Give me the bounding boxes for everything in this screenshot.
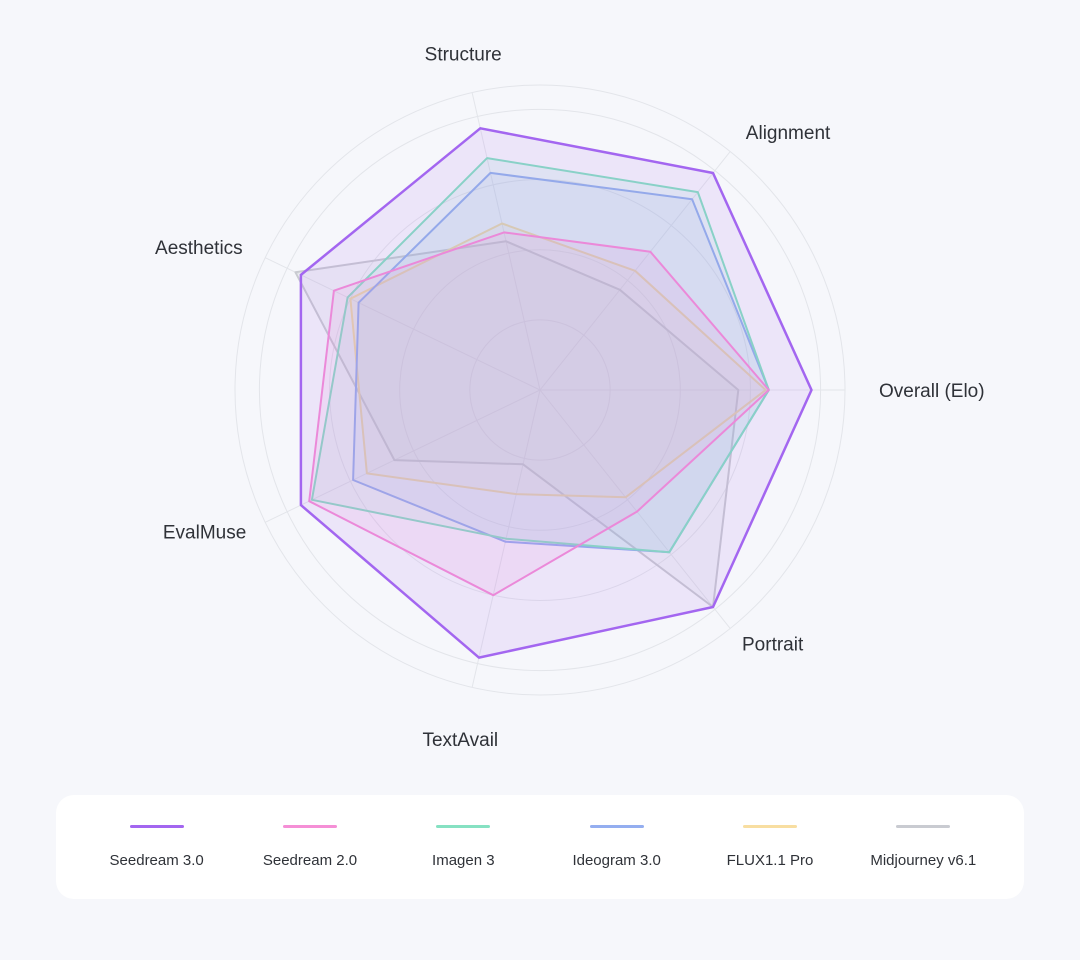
radar-series xyxy=(294,127,813,659)
legend-label: Imagen 3 xyxy=(432,852,495,869)
axis-labels: Overall (Elo) Alignment Structure Aesthetic… xyxy=(155,45,985,751)
spoke-evalmuse xyxy=(264,389,541,523)
legend-swatch xyxy=(129,825,184,828)
legend-label: Ideogram 3.0 xyxy=(572,852,661,869)
legend-item-ideogram-3-0: Ideogram 3.0 xyxy=(542,795,692,869)
legend-label: Midjourney v6.1 xyxy=(870,852,977,869)
series-seedream-3-0 xyxy=(299,127,813,659)
spoke-portrait xyxy=(539,389,731,629)
axis-label-textavail: TextAvail xyxy=(422,730,498,751)
axis-label-portrait: Portrait xyxy=(742,634,804,655)
legend-swatch xyxy=(282,825,337,828)
series-seedream-2-0 xyxy=(308,231,770,597)
legend-item-imagen-3: Imagen 3 xyxy=(388,795,538,869)
axis-label-aesthetics: Aesthetics xyxy=(155,238,243,259)
series-flux1-1-pro xyxy=(349,222,767,499)
legend-item-flux1-1-pro: FLUX1.1 Pro xyxy=(695,795,845,869)
radar-grid xyxy=(234,84,846,696)
series-midjourney-v6-1 xyxy=(294,240,740,608)
legend-label: Seedream 3.0 xyxy=(109,852,204,869)
legend-swatch xyxy=(589,825,644,828)
legend-swatch xyxy=(436,825,491,828)
legend-swatch xyxy=(896,825,951,828)
radar-chart: Overall (Elo) Alignment Structure Aesthetic… xyxy=(155,45,985,751)
axis-label-alignment: Alignment xyxy=(746,123,831,144)
legend-item-seedream-3-0: Seedream 3.0 xyxy=(82,795,232,869)
legend-item-seedream-2-0: Seedream 2.0 xyxy=(235,795,385,869)
axis-label-structure: Structure xyxy=(425,45,502,66)
legend-item-midjourney-v6-1: Midjourney v6.1 xyxy=(848,795,998,869)
legend-swatch xyxy=(742,825,797,828)
spoke-aesthetics xyxy=(264,257,541,391)
legend: Seedream 3.0 Seedream 2.0 Imagen 3 Ideogram… xyxy=(56,795,1024,899)
axis-label-evalmuse: EvalMuse xyxy=(163,522,246,543)
legend-label: FLUX1.1 Pro xyxy=(726,852,814,869)
axis-label-overall-elo: Overall (Elo) xyxy=(879,381,985,402)
legend-label: Seedream 2.0 xyxy=(262,852,358,869)
